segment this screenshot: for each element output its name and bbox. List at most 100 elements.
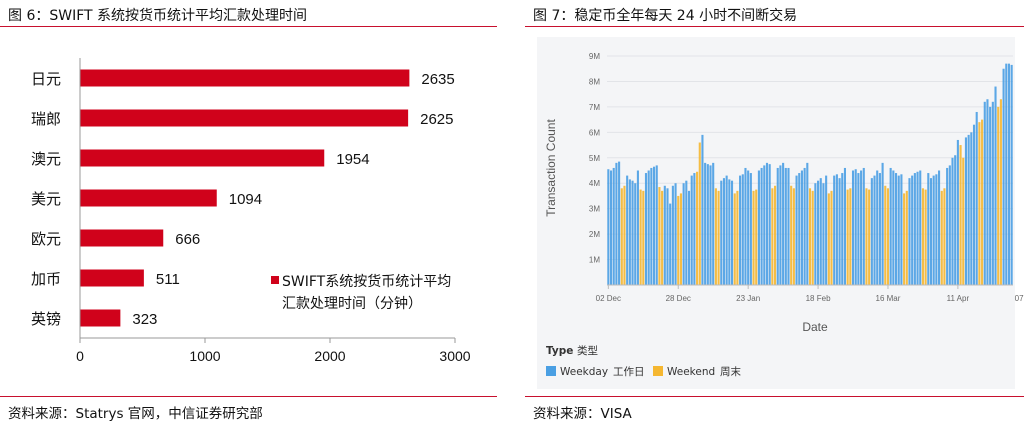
weekend-bar <box>827 193 830 285</box>
weekday-bar <box>894 173 898 285</box>
x-tick-label: 28 Dec <box>666 294 691 303</box>
weekend-bar <box>905 190 908 285</box>
weekday-bar <box>814 183 817 285</box>
weekday-bar <box>741 174 744 285</box>
weekday-bar <box>690 175 693 285</box>
category-label: 瑞郎 <box>31 110 61 128</box>
y-tick-label: 6M <box>589 128 600 137</box>
weekend-bar <box>790 185 793 285</box>
x-axis-title: Date <box>802 320 828 334</box>
weekday-bar <box>687 190 691 285</box>
weekday-bar <box>644 173 648 285</box>
figure-6-bottom-rule <box>0 396 497 397</box>
weekend-bar <box>623 185 626 285</box>
weekday-bar <box>897 175 900 285</box>
x-tick-label: 11 Apr <box>947 294 970 303</box>
weekday-bar <box>1010 64 1013 286</box>
weekday-bar <box>989 106 992 285</box>
y-tick-label: 8M <box>589 77 600 86</box>
weekday-bar <box>618 161 621 285</box>
category-label: 美元 <box>31 190 61 208</box>
weekday-bar <box>876 170 879 285</box>
weekday-bar <box>669 203 672 285</box>
weekday-bar <box>972 124 976 285</box>
weekend-bar <box>978 122 981 286</box>
legend-swatch-weekend <box>653 366 663 376</box>
weekday-bar <box>881 162 884 285</box>
bar-value-label: 666 <box>175 231 200 248</box>
weekday-bar <box>655 165 658 285</box>
bar-value-label: 1094 <box>229 191 262 208</box>
weekend-bar <box>717 190 720 285</box>
weekday-bar <box>795 175 798 285</box>
weekday-bar <box>701 134 704 285</box>
x-tick-label: 1000 <box>189 348 220 364</box>
weekday-bar <box>776 167 779 285</box>
weekend-bar <box>846 189 849 285</box>
weekday-bar <box>819 178 822 285</box>
weekday-bar <box>825 175 828 285</box>
weekday-bar <box>892 170 895 285</box>
weekend-bar <box>773 185 777 285</box>
weekday-bar <box>787 167 790 285</box>
weekday-bar <box>951 157 954 285</box>
y-tick-label: 1M <box>589 256 600 265</box>
weekday-bar <box>873 175 876 285</box>
weekday-bar <box>970 132 973 285</box>
weekday-bar <box>1005 63 1008 286</box>
weekend-bar <box>752 190 755 285</box>
weekend-bar <box>808 188 812 285</box>
figure-6-source: 资料来源：Statrys 官网，中信证券研究部 <box>8 406 263 422</box>
weekday-bar <box>929 178 933 285</box>
weekend-bar <box>811 190 814 285</box>
weekend-bar <box>981 119 984 285</box>
legend-title-en: Type <box>546 345 573 357</box>
weekday-bar <box>841 173 844 285</box>
weekend-bar <box>999 99 1002 285</box>
weekday-bar <box>628 179 631 285</box>
weekday-bar <box>712 162 715 285</box>
weekday-bar <box>607 169 610 285</box>
category-label: 加币 <box>31 270 61 288</box>
legend-swatch-weekday <box>546 366 556 376</box>
weekday-bar <box>609 170 613 285</box>
weekday-bar <box>706 164 709 285</box>
x-tick-label: 23 Jan <box>736 294 760 303</box>
x-tick-label: 2000 <box>314 348 345 364</box>
weekend-bar <box>736 190 739 285</box>
weekday-bar <box>806 162 809 285</box>
weekend-bar <box>677 195 680 285</box>
category-label: 日元 <box>31 70 61 88</box>
legend-title-cn: 类型 <box>577 344 598 357</box>
weekday-bar <box>763 165 766 285</box>
weekday-bar <box>889 167 892 285</box>
figure-6-top-rule <box>0 26 497 27</box>
weekday-bar <box>798 173 801 285</box>
weekend-bar <box>903 193 906 285</box>
weekend-bar <box>714 188 717 285</box>
weekday-bar <box>932 175 935 285</box>
weekend-bar <box>884 185 887 285</box>
weekday-bar <box>612 167 615 285</box>
weekday-bar <box>900 174 903 285</box>
chart-legend: Type 类型 Weekday 工作日 Weekend 周末 <box>546 344 741 378</box>
figure-6-title: 图 6：SWIFT 系统按货币统计平均汇款处理时间 <box>8 8 308 24</box>
weekday-bar <box>983 101 986 285</box>
bar <box>80 149 325 167</box>
bar <box>80 309 121 327</box>
weekend-bar <box>661 190 664 285</box>
weekday-bar <box>749 173 752 285</box>
weekend-bar <box>921 188 924 285</box>
weekday-bar <box>784 167 787 285</box>
weekday-bar <box>728 179 731 285</box>
weekday-bar <box>800 170 803 285</box>
weekday-bar <box>991 101 994 285</box>
weekday-bar <box>843 167 847 285</box>
weekend-bar <box>698 142 701 285</box>
weekday-bar <box>615 162 618 285</box>
weekend-bar <box>696 171 699 285</box>
x-tick-label: 02 Dec <box>596 294 621 303</box>
bar-value-label: 323 <box>132 311 157 328</box>
bar-value-label: 511 <box>156 271 180 288</box>
